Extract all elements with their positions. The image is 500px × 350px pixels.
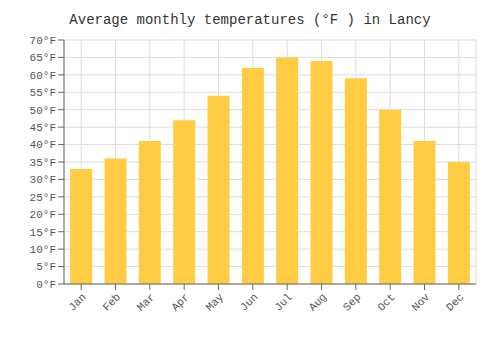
svg-text:Aug: Aug <box>307 291 329 313</box>
svg-text:60°F: 60°F <box>30 70 56 82</box>
svg-text:65°F: 65°F <box>30 52 56 64</box>
svg-text:45°F: 45°F <box>30 122 56 134</box>
svg-text:25°F: 25°F <box>30 192 56 204</box>
svg-text:Jun: Jun <box>238 291 260 313</box>
svg-text:Jul: Jul <box>272 291 294 313</box>
svg-text:0°F: 0°F <box>36 279 56 291</box>
svg-text:5°F: 5°F <box>36 261 56 273</box>
svg-text:35°F: 35°F <box>30 157 56 169</box>
svg-text:Sep: Sep <box>341 291 363 313</box>
svg-text:70°F: 70°F <box>30 35 56 47</box>
svg-text:30°F: 30°F <box>30 174 56 186</box>
svg-text:Feb: Feb <box>101 291 123 313</box>
svg-text:55°F: 55°F <box>30 87 56 99</box>
svg-text:Mar: Mar <box>135 291 157 313</box>
svg-text:Nov: Nov <box>410 291 433 314</box>
svg-text:15°F: 15°F <box>30 227 56 239</box>
svg-text:Dec: Dec <box>444 291 466 313</box>
svg-text:May: May <box>204 291 227 314</box>
svg-text:50°F: 50°F <box>30 105 56 117</box>
svg-text:20°F: 20°F <box>30 209 56 221</box>
html-text:Average monthly temperatures (: Average monthly temperatures (°F ) in La… <box>69 12 431 28</box>
svg-text:Jan: Jan <box>66 291 88 313</box>
svg-text:Oct: Oct <box>375 291 397 313</box>
svg-text:10°F: 10°F <box>30 244 56 256</box>
svg-text:40°F: 40°F <box>30 139 56 151</box>
svg-text:Apr: Apr <box>169 291 191 313</box>
